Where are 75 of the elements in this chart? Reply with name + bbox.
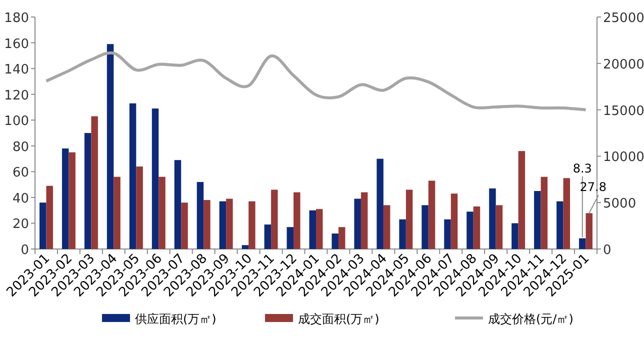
bar <box>354 198 361 249</box>
bar <box>316 209 323 249</box>
y2-tick-label: 25000 <box>603 11 644 26</box>
bar <box>174 160 182 249</box>
bar <box>62 148 69 249</box>
bar <box>450 194 458 249</box>
bar <box>422 205 428 249</box>
bar <box>376 158 384 249</box>
y2-tick-label: 0 <box>603 243 612 258</box>
y-tick-label: 40 <box>12 191 29 206</box>
bar <box>152 108 159 249</box>
bar <box>444 219 451 249</box>
bar <box>68 152 76 249</box>
legend-label: 成交面积(万㎡) <box>298 312 380 326</box>
bar <box>106 44 114 249</box>
bar <box>489 188 496 249</box>
line-series <box>44 51 588 112</box>
bar <box>264 224 272 249</box>
y-tick-label: 180 <box>4 11 29 26</box>
bar <box>399 219 406 249</box>
bar <box>534 191 541 249</box>
bar <box>46 186 53 249</box>
bar <box>473 206 480 249</box>
y2-tick-label: 10000 <box>603 150 644 166</box>
bar <box>204 200 210 249</box>
y2-tick-label: 5000 <box>603 196 636 212</box>
bar <box>242 245 249 249</box>
bar <box>158 176 166 249</box>
bar <box>579 238 586 249</box>
bar <box>518 151 526 249</box>
bar <box>286 227 294 249</box>
y-tick-label: 140 <box>4 62 29 78</box>
y-tick-label: 80 <box>12 140 29 155</box>
bar <box>586 213 593 249</box>
bar <box>248 201 256 249</box>
legend-label: 供应面积(万㎡) <box>135 312 216 326</box>
bar <box>556 201 564 249</box>
bar <box>496 205 503 249</box>
bar <box>563 178 570 249</box>
bar <box>129 103 136 249</box>
bar <box>540 176 548 249</box>
bar <box>271 190 278 249</box>
bar <box>406 190 413 249</box>
bar <box>196 182 204 249</box>
legend-item: 成交面积(万㎡) <box>265 312 380 326</box>
bar <box>512 223 518 249</box>
y-tick-label: 0 <box>20 243 29 258</box>
data-label: 8.3 <box>572 161 592 176</box>
bar <box>84 133 92 249</box>
bar <box>338 227 346 249</box>
bar <box>466 212 474 249</box>
y2-tick-label: 15000 <box>603 104 644 119</box>
bar <box>332 234 338 249</box>
y2-tick-label: 20000 <box>603 57 644 72</box>
legend-item: 供应面积(万㎡) <box>102 312 216 326</box>
y-tick-label: 100 <box>4 114 29 130</box>
bar <box>309 210 316 249</box>
bar <box>136 166 143 249</box>
y-tick-label: 60 <box>12 166 29 181</box>
legend-label: 成交价格(元/㎡) <box>488 312 574 326</box>
y-tick-label: 20 <box>12 217 29 232</box>
y-tick-label: 120 <box>4 88 29 104</box>
legend-item: 成交价格(元/㎡) <box>455 312 574 326</box>
bar <box>383 205 390 249</box>
y-tick-label: 160 <box>4 36 29 52</box>
bar <box>181 202 188 249</box>
bar <box>114 176 120 249</box>
data-label: 27.8 <box>580 180 607 194</box>
bar <box>39 202 46 249</box>
bar <box>428 180 436 249</box>
bar <box>294 192 300 249</box>
bar <box>219 201 226 249</box>
bar <box>226 198 233 249</box>
bar <box>360 192 368 249</box>
bar <box>91 116 98 249</box>
